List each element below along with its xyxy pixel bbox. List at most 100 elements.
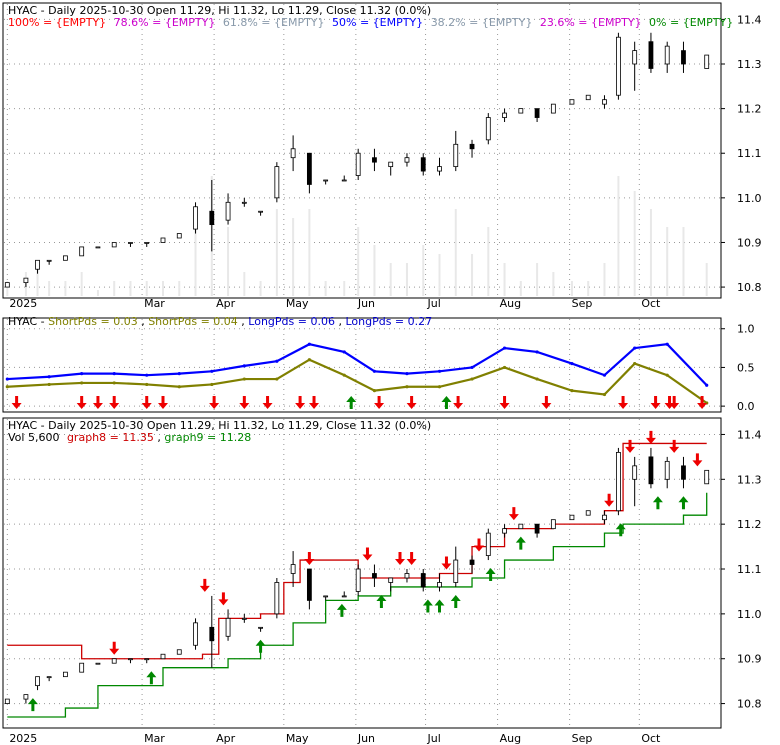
signal-arrow-up <box>441 396 452 409</box>
signal-arrow-down <box>295 396 306 409</box>
volume-bar <box>129 281 132 296</box>
y-tick-label: 11.2 <box>737 518 762 531</box>
oscillator-point <box>405 385 409 389</box>
volume-bar <box>519 281 522 296</box>
volume-bar <box>552 272 555 296</box>
month-label: Jul <box>427 732 441 745</box>
oscillator-point <box>112 381 116 385</box>
y-tick-label: 11.0 <box>737 192 762 205</box>
volume-bar <box>145 281 148 296</box>
y-tick-label: 0.5 <box>737 361 755 374</box>
signal-arrow-up <box>615 523 626 537</box>
volume-bar <box>682 227 685 296</box>
y-tick-label: 11.3 <box>737 58 762 71</box>
oscillator-point <box>502 365 507 370</box>
candle-body <box>453 559 459 583</box>
candle-body <box>323 595 329 598</box>
price-bands-title: HYAC - Daily 2025-10-30 Open 11.29, Hi 1… <box>8 419 431 432</box>
candle-body <box>602 99 607 105</box>
candle-body <box>569 99 575 105</box>
volume-bar <box>178 281 181 296</box>
candle-body <box>355 568 361 592</box>
fib-50-label: 50% = {EMPTY} <box>332 16 423 29</box>
signal-arrow-up <box>255 639 266 653</box>
volume-bar <box>308 209 311 296</box>
oscillator-point <box>80 372 84 376</box>
oscillator-point <box>502 346 507 350</box>
candle-body <box>585 510 591 516</box>
candle-body <box>225 617 231 637</box>
y-tick-label: 0.0 <box>737 400 755 413</box>
signal-arrow-down <box>92 396 103 409</box>
volume-bar <box>471 254 474 296</box>
signal-arrow-down <box>604 493 615 507</box>
signal-arrow-up <box>652 496 663 510</box>
signal-arrow-down <box>541 396 552 409</box>
month-label: Jul <box>427 297 441 310</box>
candle-body <box>111 658 117 664</box>
signal-arrow-down <box>374 396 385 409</box>
signal-arrow-down <box>109 641 120 655</box>
signal-arrow-up <box>678 496 689 510</box>
volume-bar <box>666 227 669 296</box>
volume-bar <box>64 281 67 296</box>
candle-body <box>518 523 524 530</box>
month-label: Sep <box>572 297 593 310</box>
oscillator-point <box>5 377 9 381</box>
volume-bar <box>243 272 246 296</box>
oscillator-point <box>80 381 84 385</box>
volume-bar <box>603 263 606 296</box>
signal-arrow-up <box>146 671 157 685</box>
signal-arrow-down <box>209 396 220 409</box>
volume-bar <box>373 245 376 296</box>
volume-bar <box>343 281 346 296</box>
signal-arrow-up <box>485 568 496 582</box>
signal-arrow-down <box>618 396 629 409</box>
candle-body <box>437 166 442 172</box>
oscillator-point <box>633 346 637 350</box>
signal-arrow-down <box>669 439 680 453</box>
signal-arrow-down <box>76 396 87 409</box>
signal-arrow-up <box>422 599 433 613</box>
volume-bar <box>454 209 457 296</box>
candle-body <box>681 465 686 480</box>
oscillator-point <box>437 369 442 373</box>
oscillator-point <box>570 389 574 393</box>
graph8-line <box>7 442 707 660</box>
candle-body <box>176 233 182 239</box>
signal-arrow-down <box>406 396 417 409</box>
oscillator-point <box>470 365 474 370</box>
oscillator-line-shortpds <box>7 358 708 404</box>
y-tick-label: 11.3 <box>737 473 762 486</box>
volume-bar <box>649 209 652 296</box>
volume-bar <box>705 263 708 296</box>
candle-body <box>128 658 133 661</box>
signal-arrow-down <box>625 439 636 453</box>
oscillator-point <box>47 382 51 387</box>
oscillator-point <box>535 350 539 354</box>
oscillator-point <box>145 382 149 387</box>
candle-body <box>4 282 10 288</box>
month-label: May <box>286 732 309 745</box>
y-tick-label: 11.0 <box>737 608 762 621</box>
oscillator-point <box>342 373 346 377</box>
month-label: Aug <box>500 732 521 745</box>
oscillator-point <box>535 377 539 381</box>
volume-bar <box>292 218 295 296</box>
oscillator-point <box>275 359 279 363</box>
candle-body <box>79 246 85 257</box>
month-label: Jun <box>357 732 375 745</box>
volume-bar <box>194 227 197 296</box>
shortpds-label-2: ShortPds = 0.04 <box>148 315 238 328</box>
volume-bar <box>405 263 408 296</box>
signal-arrow-down <box>109 396 120 409</box>
candle-body <box>225 201 231 221</box>
candle-body <box>111 242 117 248</box>
signal-arrow-down <box>304 552 315 566</box>
volume-bar <box>570 281 573 296</box>
candle-body <box>23 277 29 284</box>
y-tick-label: 11.1 <box>737 147 762 160</box>
candle-body <box>355 152 361 176</box>
candle-body <box>95 662 101 665</box>
signal-arrow-down <box>199 578 210 592</box>
